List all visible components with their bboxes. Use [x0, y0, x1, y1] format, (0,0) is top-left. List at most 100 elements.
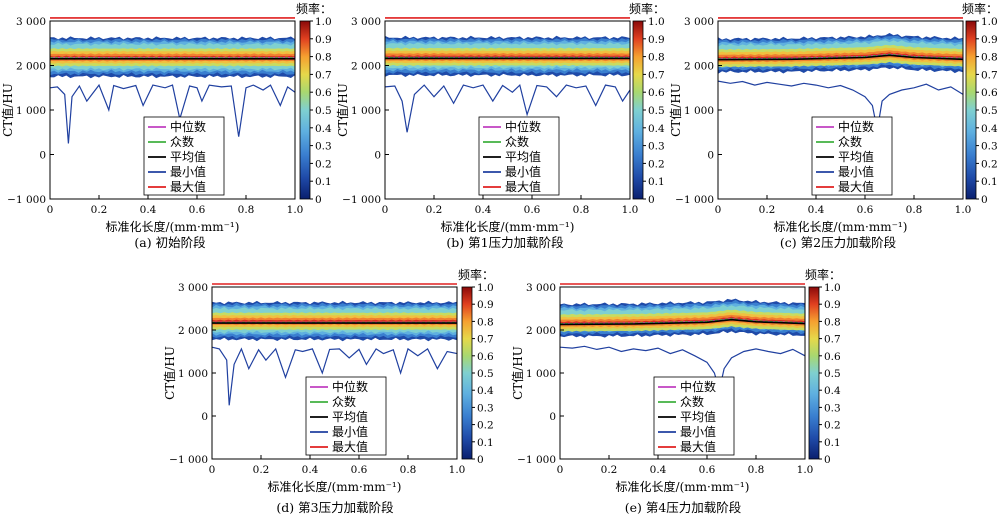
legend-label-mode: 众数	[170, 134, 194, 149]
colorbar-tick-label: 0.7	[824, 334, 841, 346]
colorbar-tick-label: 0.1	[315, 176, 332, 188]
y-tick-label: 0	[374, 150, 381, 162]
x-tick-label: 0.2	[253, 464, 270, 476]
legend-label-median: 中位数	[170, 119, 206, 134]
x-tick-label: 1.0	[287, 204, 304, 216]
colorbar-title: 频率：	[296, 1, 332, 16]
colorbar-tick-label: 0.8	[315, 52, 332, 64]
colorbar-tick-label: 0	[315, 194, 322, 206]
colorbar-tick-label: 0.4	[824, 385, 841, 397]
colorbar-tick-label: 0.5	[477, 368, 494, 380]
colorbar-tick-label: 0.9	[315, 34, 332, 46]
colorbar-tick-label: 0.6	[981, 87, 998, 99]
x-tick-label: 0.4	[808, 204, 825, 216]
series-line-min	[49, 83, 296, 144]
colorbar-tick-label: 0.1	[824, 437, 841, 449]
x-tick-label: 0.4	[140, 204, 157, 216]
panel-caption: (a) 初始阶段	[134, 235, 205, 250]
colorbar-tick-label: 0.3	[477, 402, 494, 414]
y-axis-label: CT值/HU	[162, 346, 177, 400]
y-axis-label: CT值/HU	[335, 83, 350, 137]
colorbar-tick-label: 0.2	[648, 158, 665, 170]
colorbar-tick-label: 0.4	[981, 123, 998, 135]
y-tick-label: 2 000	[351, 61, 381, 73]
y-axis-label: CT值/HU	[668, 83, 683, 137]
x-axis-label: 标准化长度/(mm·mm⁻¹)	[441, 219, 575, 234]
colorbar-tick-label: 0.5	[315, 105, 332, 117]
legend-label-mean: 平均值	[505, 149, 541, 164]
colorbar-title: 频率：	[629, 1, 665, 16]
y-tick-label: −1 000	[675, 194, 714, 206]
colorbar-tick-label: 0.4	[315, 123, 332, 135]
colorbar-tick-label: 0.9	[648, 34, 665, 46]
colorbar-tick-label: 0.6	[477, 351, 494, 363]
colorbar-tick-label: 0.9	[477, 299, 494, 311]
legend-label-mode: 众数	[505, 134, 529, 149]
colorbar-tick-label: 0.8	[824, 316, 841, 328]
colorbar-tick-label: 0.8	[981, 52, 998, 64]
y-tick-label: 0	[201, 411, 208, 423]
colorbar-tick-label: 0.2	[477, 420, 494, 432]
colorbar-tick-label: 0.3	[315, 141, 332, 153]
x-tick-label: 0.4	[302, 464, 319, 476]
colorbar-tick-label: 0.2	[315, 158, 332, 170]
x-tick-label: 0	[557, 464, 564, 476]
colorbar-tick-label: 0.3	[648, 141, 665, 153]
series-line-mode	[559, 318, 806, 325]
y-tick-label: 2 000	[684, 61, 714, 73]
colorbar-tick-label: 1.0	[315, 16, 332, 28]
y-tick-label: 3 000	[178, 282, 208, 294]
series-line-min	[384, 83, 631, 133]
colorbar-tick-label: 0.7	[477, 334, 494, 346]
legend-label-max: 最大值	[170, 179, 206, 194]
colorbar-tick-label: 0.5	[981, 105, 998, 117]
colorbar-tick-label: 0.2	[824, 420, 841, 432]
x-axis-label: 标准化长度/(mm·mm⁻¹)	[774, 219, 908, 234]
colorbar-tick-label: 0.7	[981, 69, 998, 81]
colorbar-tick-label: 0.3	[824, 402, 841, 414]
legend-label-mode: 众数	[680, 394, 704, 409]
colorbar-tick-label: 0.5	[824, 368, 841, 380]
colorbar-title: 频率：	[962, 1, 998, 16]
y-tick-label: 1 000	[16, 105, 46, 117]
colorbar-tick-label: 0.6	[648, 87, 665, 99]
x-tick-label: 1.0	[797, 464, 814, 476]
y-tick-label: −1 000	[7, 194, 46, 206]
x-axis-label: 标准化长度/(mm·mm⁻¹)	[616, 479, 750, 494]
colorbar-tick-label: 0.6	[315, 87, 332, 99]
colorbar-tick-label: 1.0	[648, 16, 665, 28]
legend-label-max: 最大值	[838, 179, 874, 194]
x-tick-label: 0.8	[238, 204, 255, 216]
series-line-min	[717, 80, 964, 131]
panel-caption: (b) 第1压力加载阶段	[446, 235, 563, 250]
legend-box	[653, 376, 735, 456]
panel-caption: (c) 第2压力加载阶段	[780, 235, 896, 250]
colorbar-tick-label: 0.5	[648, 105, 665, 117]
colorbar-tick-label: 0.8	[648, 52, 665, 64]
x-tick-label: 0.2	[601, 464, 618, 476]
series-line-min	[211, 346, 458, 406]
y-tick-label: 3 000	[16, 16, 46, 28]
y-tick-label: 1 000	[178, 368, 208, 380]
colorbar-tick-label: 0	[824, 454, 831, 466]
colorbar	[632, 20, 644, 200]
y-tick-label: −1 000	[342, 194, 381, 206]
legend-label-mean: 平均值	[332, 409, 368, 424]
colorbar-tick-label: 0	[981, 194, 988, 206]
legend-label-min: 最小值	[332, 424, 368, 439]
colorbar	[965, 20, 977, 200]
x-tick-label: 0.2	[91, 204, 108, 216]
legend-box	[478, 116, 560, 196]
colorbar-tick-label: 0.4	[477, 385, 494, 397]
y-axis-label: CT值/HU	[0, 83, 15, 137]
colorbar-tick-label: 0	[648, 194, 655, 206]
x-tick-label: 0	[47, 204, 54, 216]
x-tick-label: 0	[715, 204, 722, 216]
colorbar-tick-label: 0.9	[824, 299, 841, 311]
legend-label-mean: 平均值	[170, 149, 206, 164]
x-tick-label: 0.6	[857, 204, 874, 216]
colorbar-tick-label: 0.7	[648, 69, 665, 81]
